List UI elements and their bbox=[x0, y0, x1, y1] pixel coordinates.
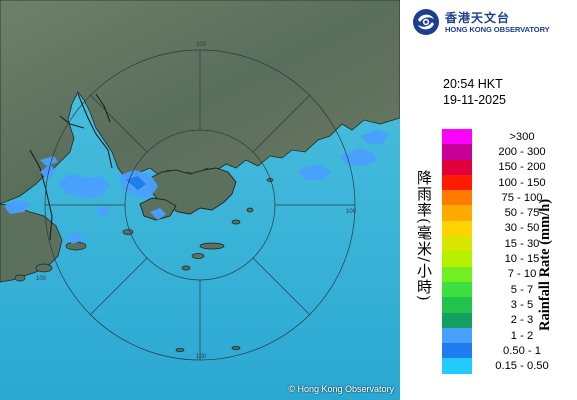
organization-name-zh: 香港天文台 bbox=[445, 11, 511, 25]
copyright-text: © Hong Kong Observatory bbox=[288, 384, 394, 394]
observatory-logo: 香港天文台 HONG KONG OBSERVATORY bbox=[412, 6, 572, 40]
legend-label: 0.15 - 0.50 bbox=[495, 360, 549, 373]
legend-panel: 香港天文台 HONG KONG OBSERVATORY 20:54 HKT 19… bbox=[400, 0, 577, 400]
legend-label: 100 - 150 bbox=[498, 176, 546, 189]
legend-label: 75 - 100 bbox=[501, 191, 543, 204]
legend-title-zh: 降雨率(毫米/小時) bbox=[415, 170, 433, 302]
legend-row: 1 - 2 bbox=[442, 327, 574, 344]
legend-swatch bbox=[442, 251, 472, 267]
range-label-north: 100 bbox=[196, 42, 207, 48]
legend-row: 3 - 5 bbox=[442, 297, 574, 313]
legend-row: 2 - 3 bbox=[442, 312, 574, 328]
legend-label: 3 - 5 bbox=[510, 298, 534, 311]
observation-time: 20:54 HKT bbox=[443, 77, 503, 91]
legend-swatch bbox=[442, 327, 472, 344]
legend-row: 30 - 50 bbox=[442, 220, 574, 237]
legend-swatch bbox=[442, 159, 472, 175]
legend-swatch bbox=[442, 129, 472, 145]
legend-row: 0.15 - 0.50 bbox=[442, 358, 574, 374]
legend-label: 150 - 200 bbox=[498, 161, 546, 174]
legend-label: 50 - 75 bbox=[504, 207, 540, 220]
legend-swatch bbox=[442, 236, 472, 252]
legend-swatch bbox=[442, 266, 472, 282]
legend-swatch bbox=[442, 220, 472, 237]
range-rings bbox=[44, 49, 356, 361]
legend-row: 200 - 300 bbox=[442, 144, 574, 160]
legend-title-en: Rainfall Rate (mm/h) bbox=[537, 198, 553, 332]
legend-label: 10 - 15 bbox=[504, 253, 540, 266]
radar-map-image: 100 100 100 100 bbox=[0, 0, 400, 400]
legend-label: 200 - 300 bbox=[498, 145, 546, 158]
observation-date: 19-11-2025 bbox=[443, 93, 507, 107]
organization-name-en: HONG KONG OBSERVATORY bbox=[445, 25, 550, 34]
legend-label: 5 - 7 bbox=[510, 283, 534, 296]
range-label-east: 100 bbox=[346, 209, 357, 215]
legend-row: 15 - 30 bbox=[442, 236, 574, 252]
legend-label: >300 bbox=[509, 130, 535, 143]
range-label-west: 100 bbox=[36, 276, 47, 282]
legend-swatch bbox=[442, 190, 472, 206]
rain-echoes bbox=[4, 130, 390, 244]
legend-label: 2 - 3 bbox=[510, 314, 534, 327]
legend-swatch bbox=[442, 144, 472, 160]
legend-row: 75 - 100 bbox=[442, 190, 574, 206]
radar-map: 100 100 100 100 © Hong Kong Observatory bbox=[0, 0, 400, 400]
legend-row: 100 - 150 bbox=[442, 174, 574, 191]
legend-label: 15 - 30 bbox=[504, 237, 540, 250]
rainfall-rate-legend: >300 200 - 300 150 - 200 100 - 150 75 - 100 5… bbox=[442, 129, 574, 374]
range-label-south: 100 bbox=[196, 354, 207, 360]
legend-label: 30 - 50 bbox=[504, 222, 540, 235]
small-islands bbox=[14, 178, 274, 352]
legend-swatch bbox=[442, 343, 472, 359]
legend-row: 150 - 200 bbox=[442, 159, 574, 175]
hko-logo-icon bbox=[413, 9, 439, 35]
legend-swatch bbox=[442, 358, 472, 374]
legend-row: 7 - 10 bbox=[442, 266, 574, 282]
legend-swatch bbox=[442, 312, 472, 328]
legend-swatch bbox=[442, 205, 472, 221]
legend-swatch bbox=[442, 174, 472, 191]
west-coast-land bbox=[0, 203, 63, 283]
legend-row: 10 - 15 bbox=[442, 251, 574, 267]
legend-row: 50 - 75 bbox=[442, 205, 574, 221]
legend-swatch bbox=[442, 281, 472, 298]
legend-row: 0.50 - 1 bbox=[442, 343, 574, 359]
legend-label: 0.50 - 1 bbox=[503, 344, 541, 357]
range-ring-labels: 100 100 100 100 bbox=[36, 42, 357, 360]
legend-label: 7 - 10 bbox=[507, 268, 537, 281]
legend-row: >300 bbox=[442, 129, 574, 145]
legend-label: 1 - 2 bbox=[510, 329, 534, 342]
legend-swatch bbox=[442, 297, 472, 313]
legend-row: 5 - 7 bbox=[442, 281, 574, 298]
